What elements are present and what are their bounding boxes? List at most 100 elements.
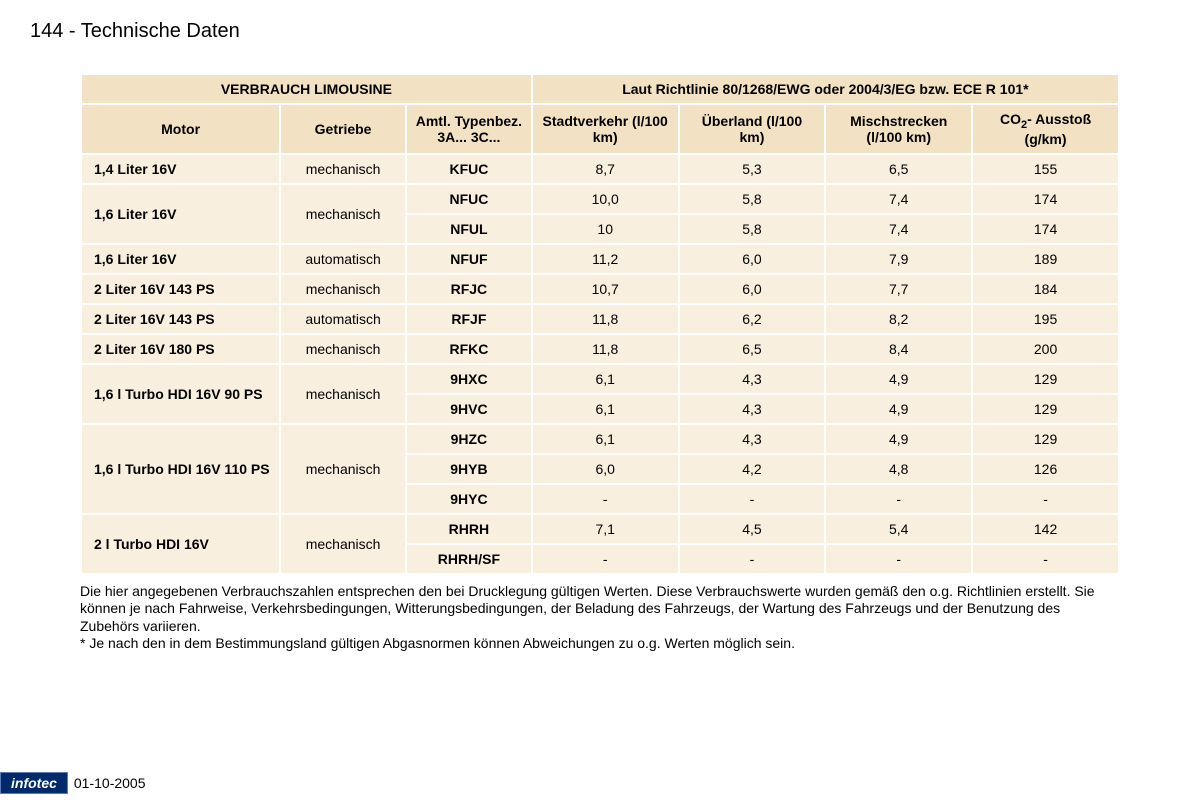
cell-typ: RFJC bbox=[406, 274, 532, 304]
cell-typ: NFUF bbox=[406, 244, 532, 274]
cell-stadt: 6,1 bbox=[532, 424, 679, 454]
cell-stadt: 11,2 bbox=[532, 244, 679, 274]
cell-stadt: 11,8 bbox=[532, 334, 679, 364]
table-row: 1,6 l Turbo HDI 16V 110 PSmechanisch9HZC… bbox=[81, 424, 1119, 454]
cell-ueberland: - bbox=[679, 484, 826, 514]
cell-motor: 2 Liter 16V 180 PS bbox=[81, 334, 280, 364]
footnote: Die hier angegebenen Verbrauchszahlen en… bbox=[80, 583, 1120, 653]
cell-typ: 9HYB bbox=[406, 454, 532, 484]
cell-stadt: 10 bbox=[532, 214, 679, 244]
consumption-table: VERBRAUCH LIMOUSINE Laut Richtlinie 80/1… bbox=[80, 73, 1120, 575]
cell-stadt: 6,1 bbox=[532, 364, 679, 394]
cell-co2: 174 bbox=[972, 184, 1119, 214]
col-header-misch: Mischstrecken (l/100 km) bbox=[825, 104, 972, 154]
cell-stadt: 10,7 bbox=[532, 274, 679, 304]
cell-misch: 4,9 bbox=[825, 424, 972, 454]
cell-typ: KFUC bbox=[406, 154, 532, 184]
cell-motor: 1,6 Liter 16V bbox=[81, 244, 280, 274]
table-row: 1,4 Liter 16VmechanischKFUC8,75,36,5155 bbox=[81, 154, 1119, 184]
cell-misch: 7,4 bbox=[825, 184, 972, 214]
cell-motor: 2 Liter 16V 143 PS bbox=[81, 304, 280, 334]
cell-co2: 184 bbox=[972, 274, 1119, 304]
cell-getriebe: mechanisch bbox=[280, 364, 406, 424]
table-row: 2 Liter 16V 180 PSmechanischRFKC11,86,58… bbox=[81, 334, 1119, 364]
cell-typ: 9HZC bbox=[406, 424, 532, 454]
cell-co2: - bbox=[972, 544, 1119, 574]
cell-motor: 2 Liter 16V 143 PS bbox=[81, 274, 280, 304]
cell-misch: - bbox=[825, 544, 972, 574]
cell-getriebe: mechanisch bbox=[280, 334, 406, 364]
table-row: 2 Liter 16V 143 PSautomatischRFJF11,86,2… bbox=[81, 304, 1119, 334]
cell-co2: 142 bbox=[972, 514, 1119, 544]
cell-misch: 4,8 bbox=[825, 454, 972, 484]
cell-motor: 1,4 Liter 16V bbox=[81, 154, 280, 184]
cell-ueberland: 4,3 bbox=[679, 394, 826, 424]
cell-motor: 2 l Turbo HDI 16V bbox=[81, 514, 280, 574]
footnote-line: * Je nach den in dem Bestimmungsland gül… bbox=[80, 635, 1120, 653]
table-row: 1,6 Liter 16VautomatischNFUF11,26,07,918… bbox=[81, 244, 1119, 274]
cell-ueberland: 4,3 bbox=[679, 364, 826, 394]
cell-getriebe: mechanisch bbox=[280, 184, 406, 244]
cell-getriebe: mechanisch bbox=[280, 514, 406, 574]
cell-ueberland: 5,3 bbox=[679, 154, 826, 184]
super-header-right: Laut Richtlinie 80/1268/EWG oder 2004/3/… bbox=[532, 74, 1119, 104]
cell-stadt: 10,0 bbox=[532, 184, 679, 214]
cell-co2: 129 bbox=[972, 424, 1119, 454]
cell-co2: 200 bbox=[972, 334, 1119, 364]
cell-motor: 1,6 Liter 16V bbox=[81, 184, 280, 244]
cell-motor: 1,6 l Turbo HDI 16V 90 PS bbox=[81, 364, 280, 424]
cell-ueberland: 6,5 bbox=[679, 334, 826, 364]
cell-stadt: 11,8 bbox=[532, 304, 679, 334]
cell-co2: - bbox=[972, 484, 1119, 514]
col-header-motor: Motor bbox=[81, 104, 280, 154]
cell-misch: 8,4 bbox=[825, 334, 972, 364]
cell-co2: 129 bbox=[972, 364, 1119, 394]
cell-typ: RHRH bbox=[406, 514, 532, 544]
cell-ueberland: - bbox=[679, 544, 826, 574]
cell-co2: 155 bbox=[972, 154, 1119, 184]
cell-ueberland: 6,2 bbox=[679, 304, 826, 334]
super-header-left: VERBRAUCH LIMOUSINE bbox=[81, 74, 532, 104]
cell-misch: 7,4 bbox=[825, 214, 972, 244]
cell-typ: RFKC bbox=[406, 334, 532, 364]
cell-ueberland: 4,5 bbox=[679, 514, 826, 544]
cell-typ: RFJF bbox=[406, 304, 532, 334]
footnote-line: Die hier angegebenen Verbrauchszahlen en… bbox=[80, 583, 1120, 636]
cell-getriebe: mechanisch bbox=[280, 274, 406, 304]
cell-getriebe: mechanisch bbox=[280, 154, 406, 184]
cell-stadt: - bbox=[532, 484, 679, 514]
cell-ueberland: 6,0 bbox=[679, 244, 826, 274]
table-row: 2 Liter 16V 143 PSmechanischRFJC10,76,07… bbox=[81, 274, 1119, 304]
table-body: 1,4 Liter 16VmechanischKFUC8,75,36,51551… bbox=[81, 154, 1119, 574]
cell-misch: 8,2 bbox=[825, 304, 972, 334]
footer-date: 01-10-2005 bbox=[74, 775, 146, 791]
cell-misch: 4,9 bbox=[825, 364, 972, 394]
page-title: 144 - Technische Daten bbox=[30, 20, 1170, 43]
col-header-co2: CO2- Ausstoß (g/km) bbox=[972, 104, 1119, 154]
cell-misch: 7,7 bbox=[825, 274, 972, 304]
cell-ueberland: 4,2 bbox=[679, 454, 826, 484]
cell-stadt: 6,1 bbox=[532, 394, 679, 424]
cell-misch: 7,9 bbox=[825, 244, 972, 274]
cell-misch: 5,4 bbox=[825, 514, 972, 544]
cell-typ: RHRH/SF bbox=[406, 544, 532, 574]
cell-co2: 174 bbox=[972, 214, 1119, 244]
cell-typ: NFUL bbox=[406, 214, 532, 244]
cell-typ: NFUC bbox=[406, 184, 532, 214]
cell-ueberland: 5,8 bbox=[679, 214, 826, 244]
cell-typ: 9HVC bbox=[406, 394, 532, 424]
cell-typ: 9HXC bbox=[406, 364, 532, 394]
col-header-stadt: Stadtverkehr (l/100 km) bbox=[532, 104, 679, 154]
cell-stadt: 8,7 bbox=[532, 154, 679, 184]
table-row: 1,6 Liter 16VmechanischNFUC10,05,87,4174 bbox=[81, 184, 1119, 214]
cell-misch: 6,5 bbox=[825, 154, 972, 184]
cell-stadt: 6,0 bbox=[532, 454, 679, 484]
table-row: 1,6 l Turbo HDI 16V 90 PSmechanisch9HXC6… bbox=[81, 364, 1119, 394]
col-header-ueberland: Überland (l/100 km) bbox=[679, 104, 826, 154]
cell-typ: 9HYC bbox=[406, 484, 532, 514]
cell-motor: 1,6 l Turbo HDI 16V 110 PS bbox=[81, 424, 280, 514]
consumption-table-wrap: VERBRAUCH LIMOUSINE Laut Richtlinie 80/1… bbox=[80, 73, 1120, 575]
cell-stadt: 7,1 bbox=[532, 514, 679, 544]
cell-getriebe: automatisch bbox=[280, 244, 406, 274]
footer: infotec 01-10-2005 bbox=[0, 772, 146, 794]
